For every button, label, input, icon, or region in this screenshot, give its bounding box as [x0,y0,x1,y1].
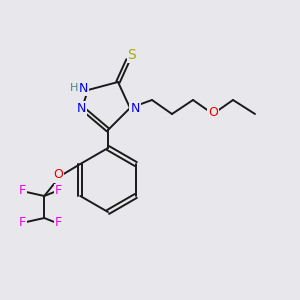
Text: N: N [130,103,140,116]
Text: H: H [70,83,78,93]
Text: S: S [128,48,136,62]
Text: N: N [76,101,86,115]
Text: F: F [19,184,26,197]
Text: F: F [19,217,26,230]
Text: F: F [55,217,62,230]
Text: N: N [78,82,88,94]
Text: O: O [53,169,63,182]
Text: F: F [55,184,62,197]
Text: O: O [208,106,218,119]
